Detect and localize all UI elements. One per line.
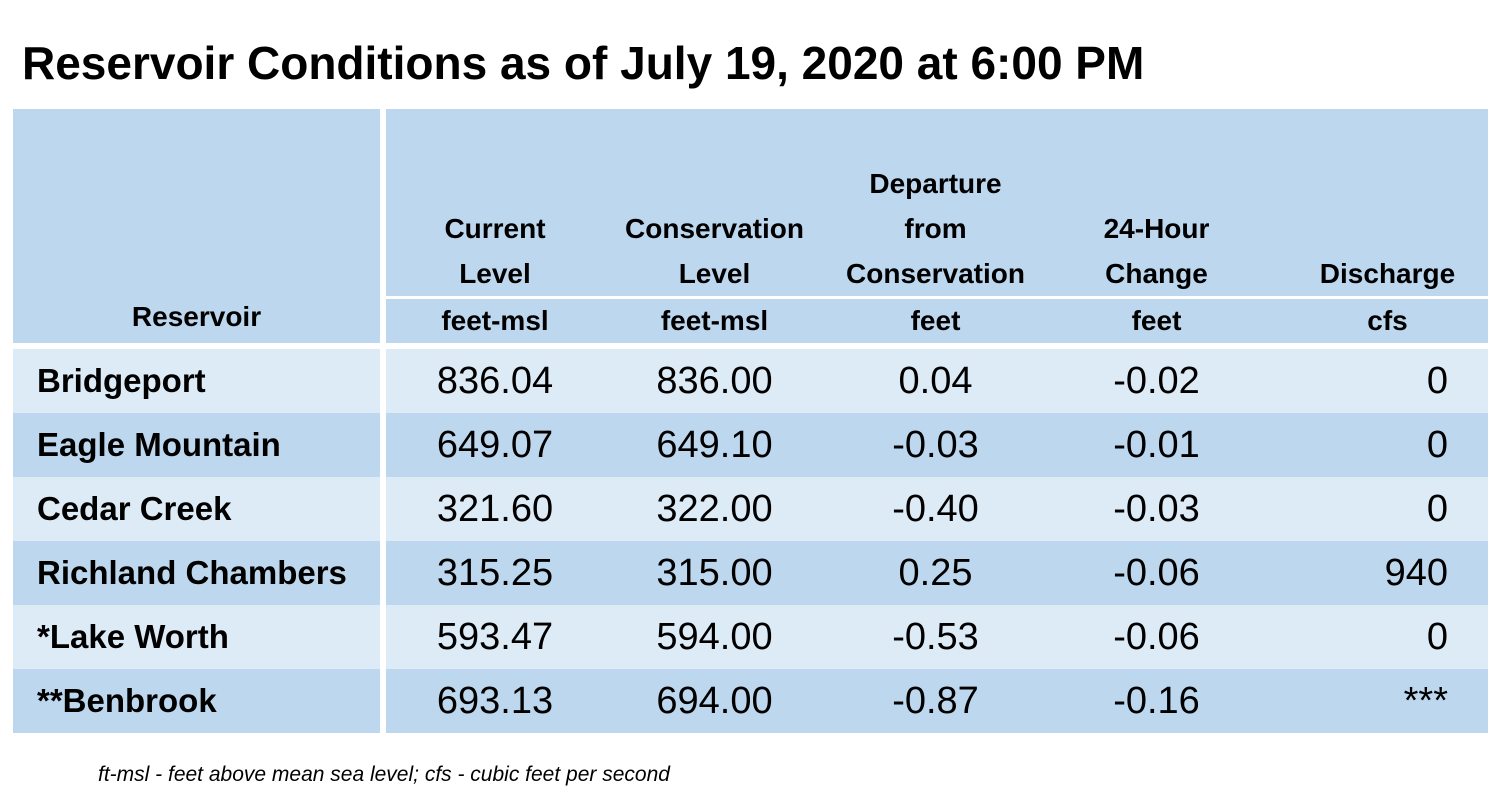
current-level-cell: 321.60 (383, 477, 604, 541)
header-reservoir-label: Reservoir (131, 301, 262, 332)
table-row: Bridgeport 836.04 836.00 0.04 -0.02 0 (13, 349, 1488, 413)
unit-24-hour-change: feet (1046, 296, 1267, 343)
change-24h-cell: -0.01 (1046, 413, 1267, 477)
header-line: Conservation (846, 258, 1025, 289)
table-row: **Benbrook 693.13 694.00 -0.87 -0.16 *** (13, 669, 1488, 733)
unit-departure: feet (825, 296, 1046, 343)
departure-cell: 0.04 (825, 349, 1046, 413)
change-24h-cell: -0.16 (1046, 669, 1267, 733)
header-line: Conservation (625, 213, 804, 244)
discharge-cell: 0 (1267, 605, 1488, 669)
unit-current-level: feet-msl (383, 296, 604, 343)
table-row: Richland Chambers 315.25 315.00 0.25 -0.06 94… (13, 541, 1488, 605)
table-body: Bridgeport 836.04 836.00 0.04 -0.02 0 Eagle Mo… (13, 343, 1488, 733)
header-current-level: Current Level (383, 109, 604, 298)
change-24h-cell: -0.03 (1046, 477, 1267, 541)
header-row: Reservoir Current Level Conservation Lev… (13, 109, 1488, 343)
header-line: Current (444, 213, 546, 244)
current-level-cell: 593.47 (383, 605, 604, 669)
current-level-cell: 315.25 (383, 541, 604, 605)
header-line: from (904, 213, 967, 244)
change-24h-cell: -0.02 (1046, 349, 1267, 413)
header-line: Level (678, 258, 751, 289)
reservoir-name-cell: Bridgeport (13, 349, 386, 413)
departure-cell: -0.40 (825, 477, 1046, 541)
page-title: Reservoir Conditions as of July 19, 2020… (22, 37, 1145, 89)
current-level-cell: 693.13 (383, 669, 604, 733)
conservation-level-cell: 315.00 (604, 541, 825, 605)
header-conservation-level: Conservation Level (604, 109, 825, 298)
change-24h-cell: -0.06 (1046, 605, 1267, 669)
header-line: Departure (869, 168, 1002, 199)
reservoir-table: Reservoir Current Level Conservation Lev… (13, 109, 1488, 733)
header-line: Change (1105, 258, 1208, 289)
current-level-cell: 836.04 (383, 349, 604, 413)
discharge-cell: 940 (1267, 541, 1488, 605)
header-24-hour-change: 24-Hour Change (1046, 109, 1267, 298)
header-line: Level (459, 258, 531, 289)
discharge-cell: 0 (1267, 413, 1488, 477)
header-discharge: Discharge (1267, 109, 1488, 298)
conservation-level-cell: 836.00 (604, 349, 825, 413)
departure-cell: -0.53 (825, 605, 1046, 669)
header-line: Discharge (1319, 258, 1456, 289)
change-24h-cell: -0.06 (1046, 541, 1267, 605)
conservation-level-cell: 649.10 (604, 413, 825, 477)
table-row: Eagle Mountain 649.07 649.10 -0.03 -0.01 0 (13, 413, 1488, 477)
units-row: feet-msl feet-msl feet feet cfs (13, 296, 1488, 343)
header-line: 24-Hour (1103, 213, 1210, 244)
discharge-cell: *** (1267, 669, 1488, 733)
conservation-level-cell: 594.00 (604, 605, 825, 669)
footnote: ft-msl - feet above mean sea level; cfs … (98, 763, 670, 786)
reservoir-name-cell: Richland Chambers (13, 541, 386, 605)
unit-discharge: cfs (1267, 296, 1488, 343)
header-reservoir: Reservoir (13, 109, 386, 343)
reservoir-name-cell: **Benbrook (13, 669, 386, 733)
reservoir-name-cell: *Lake Worth (13, 605, 386, 669)
table-row: *Lake Worth 593.47 594.00 -0.53 -0.06 0 (13, 605, 1488, 669)
departure-cell: -0.87 (825, 669, 1046, 733)
spacer-row (13, 343, 1488, 349)
header-departure: Departure from Conservation (825, 109, 1046, 298)
table-row: Cedar Creek 321.60 322.00 -0.40 -0.03 0 (13, 477, 1488, 541)
conservation-level-cell: 322.00 (604, 477, 825, 541)
current-level-cell: 649.07 (383, 413, 604, 477)
discharge-cell: 0 (1267, 477, 1488, 541)
reservoir-name-cell: Cedar Creek (13, 477, 386, 541)
unit-conservation-level: feet-msl (604, 296, 825, 343)
departure-cell: -0.03 (825, 413, 1046, 477)
reservoir-table-wrap: Reservoir Current Level Conservation Lev… (13, 109, 1488, 733)
discharge-cell: 0 (1267, 349, 1488, 413)
departure-cell: 0.25 (825, 541, 1046, 605)
reservoir-name-cell: Eagle Mountain (13, 413, 386, 477)
conservation-level-cell: 694.00 (604, 669, 825, 733)
